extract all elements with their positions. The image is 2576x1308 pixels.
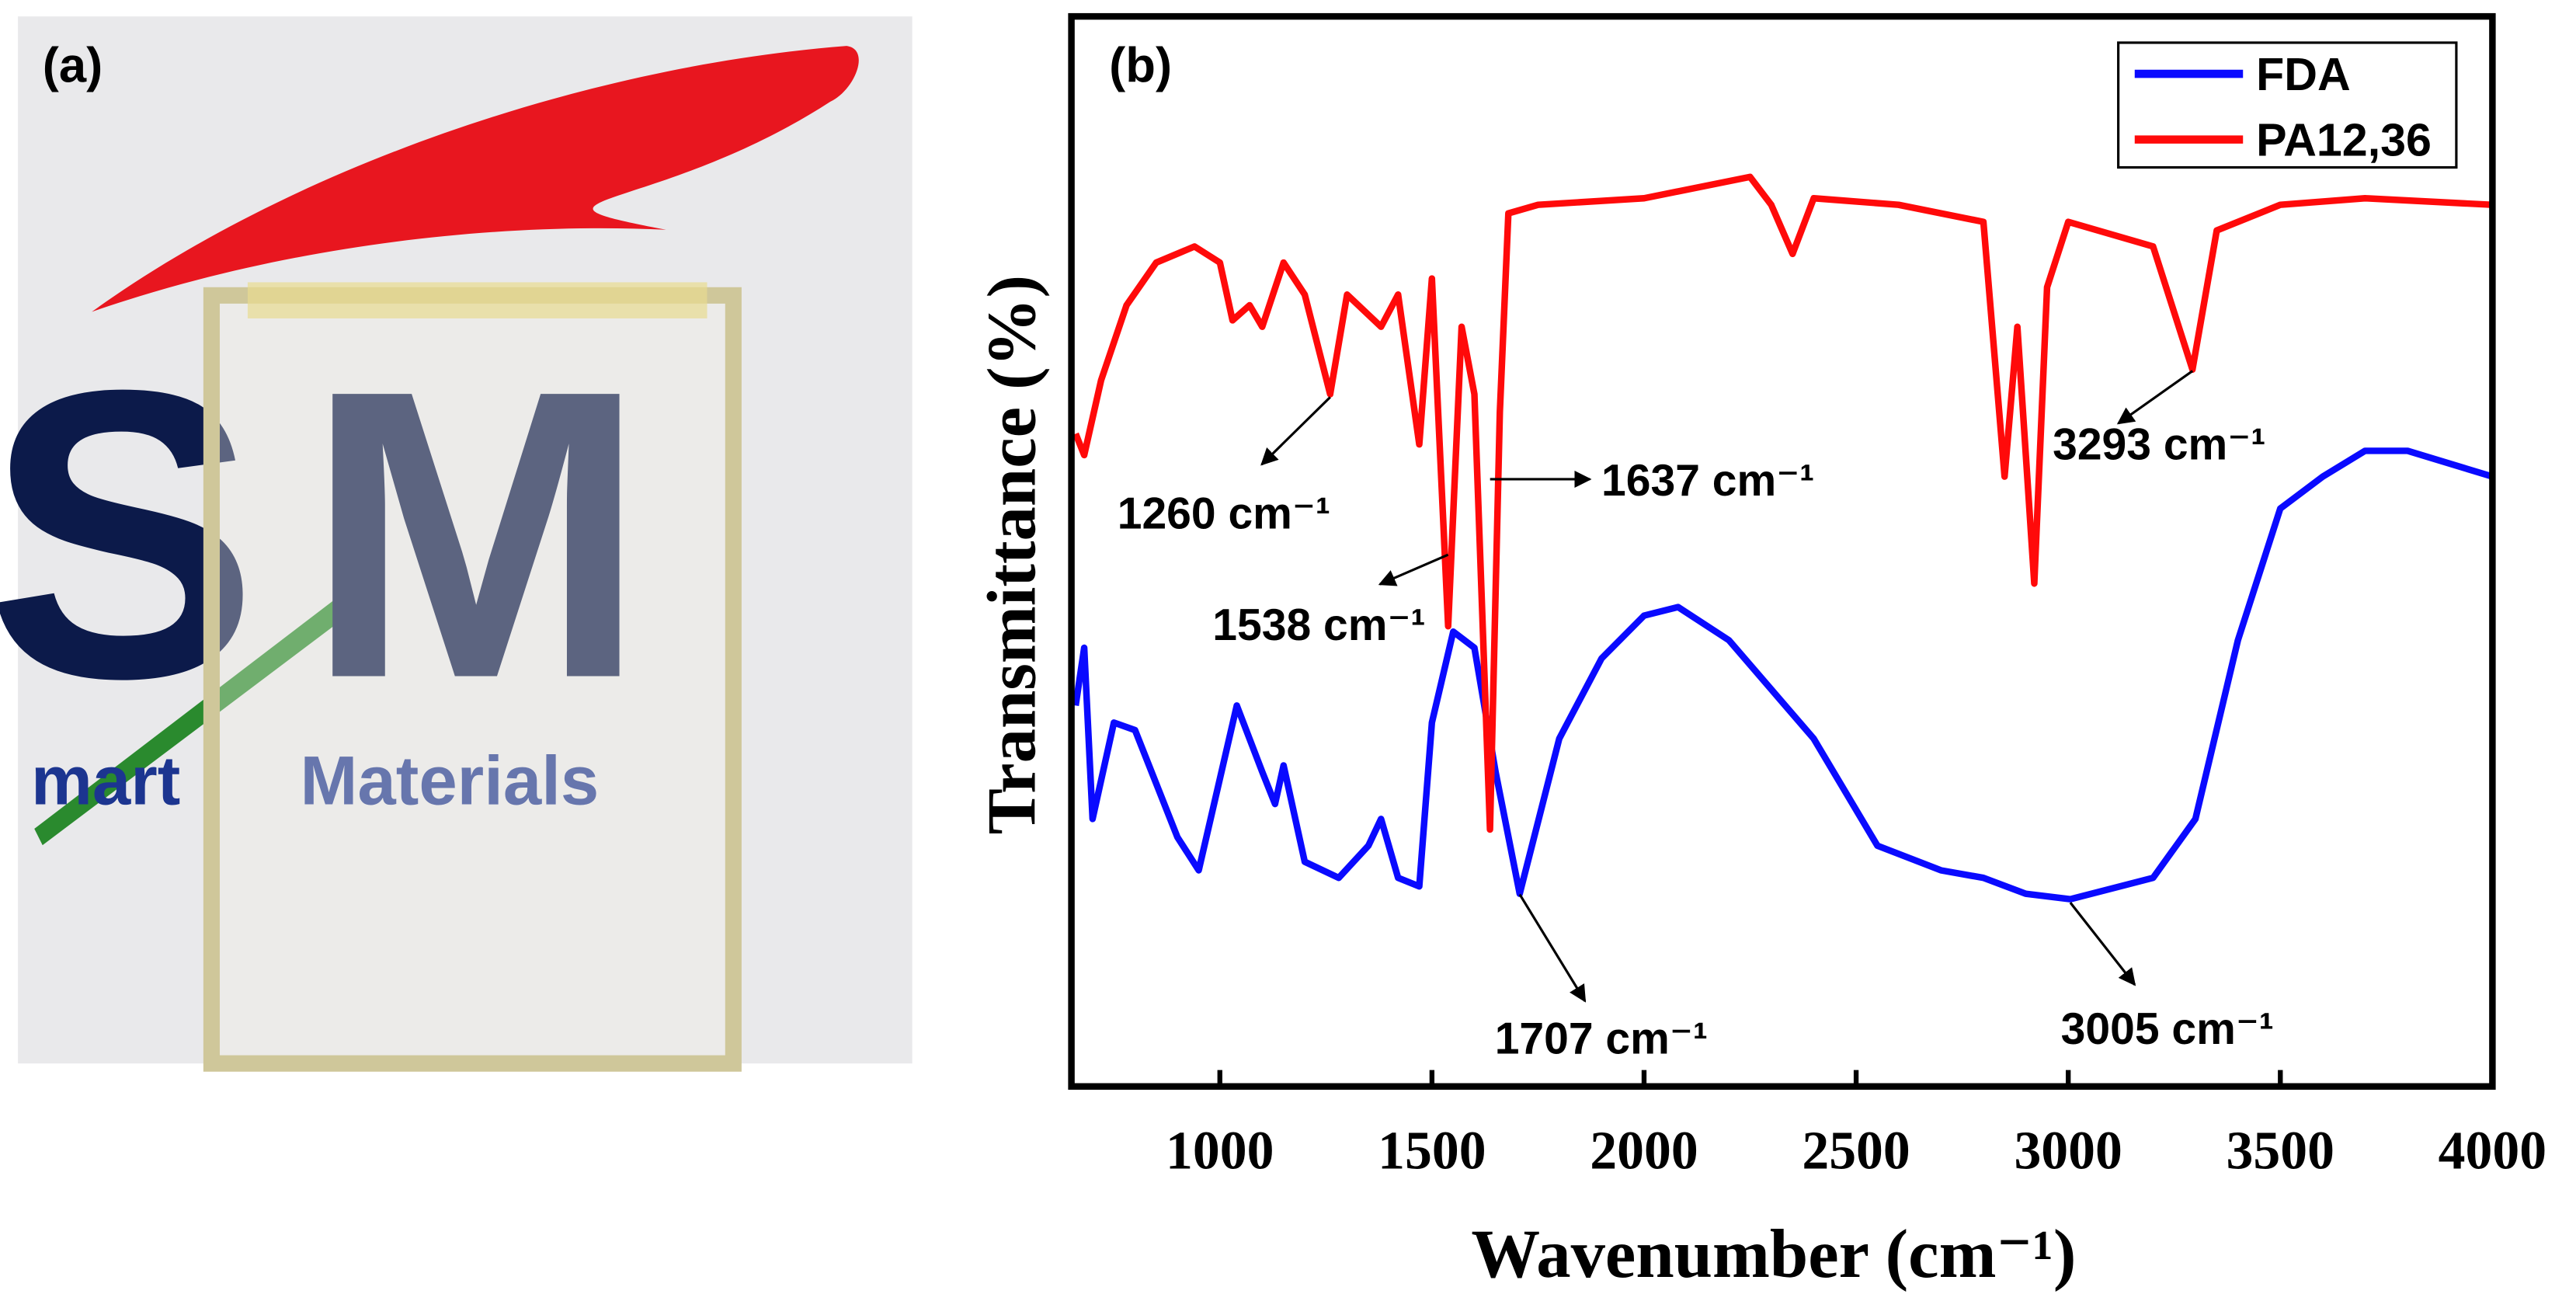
x-tick-label: 1000	[1166, 1121, 1274, 1181]
series-line	[1072, 447, 2494, 903]
x-tick-label: 2000	[1590, 1121, 1698, 1181]
x-tick-label: 3500	[2227, 1121, 2334, 1181]
leaf	[34, 590, 355, 846]
plot-frame	[1068, 12, 2496, 1090]
legend-label: FDA	[2256, 48, 2351, 100]
annotation-arrow	[2069, 902, 2136, 986]
cuvette-top	[247, 282, 707, 318]
annotation-label: 3293 cm⁻¹	[2053, 420, 2265, 470]
photo: S M mart Materials (a)	[0, 16, 913, 1072]
annotation-label: 1637 cm⁻¹	[1601, 456, 1814, 506]
panel-label: (b)	[1109, 39, 1172, 93]
cuvette	[203, 287, 742, 1072]
annotation-arrow	[1518, 893, 1587, 1003]
logo-word: mart	[31, 742, 180, 819]
swoosh	[92, 46, 859, 312]
x-axis-label: Wavenumber (cm⁻¹)	[1471, 1216, 2076, 1292]
legend: FDA PA12,36	[2117, 41, 2458, 169]
x-tick-label: 4000	[2439, 1121, 2546, 1181]
y-axis-label: Transmittance (%)	[974, 275, 1050, 834]
annotation-arrow	[1378, 553, 1449, 586]
legend-label: PA12,36	[2256, 114, 2432, 166]
x-tick-label: 3000	[2014, 1121, 2122, 1181]
annotation-label: 1538 cm⁻¹	[1212, 600, 1425, 650]
annotation-arrow	[1260, 396, 1331, 466]
annotation-arrow	[2116, 370, 2194, 425]
x-tick-label: 1500	[1378, 1121, 1486, 1181]
panel-label: (a)	[43, 39, 103, 93]
series-line	[1072, 173, 2493, 833]
logo-letter: M	[305, 305, 647, 764]
annotation-label: 1707 cm⁻¹	[1495, 1014, 1708, 1063]
annotation-label: 1260 cm⁻¹	[1118, 489, 1330, 538]
x-tick-label: 2500	[1802, 1121, 1910, 1181]
annotation-label: 3005 cm⁻¹	[2061, 1004, 2274, 1054]
logo-word: Materials	[301, 742, 600, 819]
legend-box	[2117, 41, 2458, 169]
